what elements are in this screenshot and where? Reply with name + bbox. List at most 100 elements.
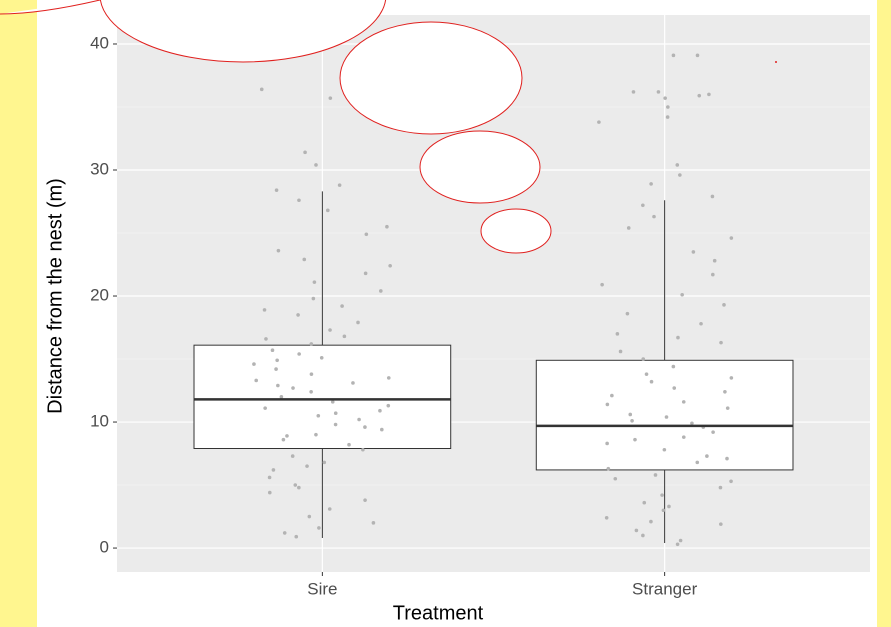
jitter-point xyxy=(605,441,609,446)
jitter-point xyxy=(710,194,715,199)
jitter-point xyxy=(613,476,618,481)
jitter-point xyxy=(649,519,653,524)
y-tick-label: 30 xyxy=(90,159,109,178)
jitter-point xyxy=(729,376,734,380)
jitter-point xyxy=(316,413,321,418)
jitter-point xyxy=(678,173,682,177)
y-axis-title: Distance from the nest (m) xyxy=(44,178,66,414)
jitter-point xyxy=(297,352,301,356)
jitter-point xyxy=(328,328,332,332)
jitter-point xyxy=(252,362,256,366)
jitter-point xyxy=(729,236,734,240)
jitter-point xyxy=(664,415,669,419)
jitter-point xyxy=(314,432,318,437)
jitter-point xyxy=(644,372,649,376)
jitter-point xyxy=(290,454,295,458)
jitter-point xyxy=(285,434,289,438)
jitter-point xyxy=(357,417,361,422)
y-tick-label: 40 xyxy=(90,33,109,52)
jitter-point xyxy=(371,521,376,525)
jitter-point xyxy=(718,485,723,490)
x-axis-title: Treatment xyxy=(393,602,484,624)
bubble xyxy=(419,130,541,204)
jitter-point xyxy=(722,303,726,307)
jitter-point xyxy=(388,263,392,268)
jitter-point xyxy=(297,198,301,203)
jitter-point xyxy=(325,208,330,213)
jitter-point xyxy=(309,389,313,394)
jitter-point xyxy=(317,526,321,530)
jitter-point xyxy=(634,528,639,533)
jitter-point xyxy=(386,376,391,380)
x-tick-label: Sire xyxy=(307,579,337,598)
y-tick-label: 0 xyxy=(100,538,109,557)
jitter-point xyxy=(656,90,661,94)
box xyxy=(193,344,452,450)
jitter-point xyxy=(279,395,284,399)
jitter-point xyxy=(311,296,316,301)
jitter-point xyxy=(712,258,717,263)
jitter-point xyxy=(312,280,317,284)
jitter-point xyxy=(379,289,383,293)
jitter-point xyxy=(690,421,694,426)
jitter-point xyxy=(281,437,286,442)
jitter-point xyxy=(672,386,677,390)
jitter-point xyxy=(351,381,355,385)
jitter-point xyxy=(661,508,666,513)
jitter-point xyxy=(671,53,676,58)
bubble-edge xyxy=(0,0,101,15)
jitter-point xyxy=(604,516,609,520)
jitter-point xyxy=(665,115,670,119)
jitter-point xyxy=(711,272,715,277)
jitter-point xyxy=(699,321,703,326)
jitter-point xyxy=(681,400,686,404)
jitter-point xyxy=(671,364,676,369)
jitter-point xyxy=(322,460,327,465)
jitter-point xyxy=(631,90,636,94)
jitter-point xyxy=(630,418,634,423)
jitter-point xyxy=(652,214,656,219)
bubble xyxy=(99,0,387,63)
jitter-point xyxy=(274,367,278,371)
jitter-point xyxy=(680,292,684,297)
jitter-point xyxy=(663,96,667,100)
jitter-point xyxy=(276,248,281,253)
jitter-point xyxy=(610,393,614,398)
jitter-point xyxy=(330,400,335,404)
jitter-point xyxy=(364,232,369,237)
jitter-point xyxy=(274,188,279,192)
jitter-point xyxy=(275,358,279,363)
jitter-point xyxy=(314,163,318,167)
jitter-point xyxy=(707,92,711,97)
jitter-point xyxy=(263,406,267,410)
side-bar xyxy=(877,0,891,627)
jitter-point xyxy=(681,435,686,439)
jitter-point xyxy=(293,483,298,487)
jitter-point xyxy=(282,531,287,535)
y-tick-label: 10 xyxy=(90,412,109,431)
jitter-point xyxy=(675,163,680,167)
jitter-point xyxy=(294,534,299,539)
jitter-point xyxy=(691,250,696,254)
jitter-point xyxy=(641,357,646,361)
jitter-point xyxy=(271,468,276,472)
jitter-point xyxy=(725,456,729,461)
jitter-point xyxy=(333,411,338,416)
jitter-point xyxy=(262,308,267,312)
x-tick-label: Stranger xyxy=(632,579,698,598)
jitter-point xyxy=(328,96,333,100)
box xyxy=(535,359,794,471)
jitter-point xyxy=(307,514,312,519)
jitter-point xyxy=(361,447,365,452)
jitter-point xyxy=(337,183,342,187)
jitter-point xyxy=(711,430,715,434)
jitter-point xyxy=(297,485,301,490)
jitter-point xyxy=(380,427,384,432)
jitter-point xyxy=(628,412,633,417)
jitter-point xyxy=(641,533,645,538)
jitter-point xyxy=(695,460,700,465)
jitter-point xyxy=(678,538,683,543)
jitter-point xyxy=(660,493,664,497)
jitter-point xyxy=(270,348,275,353)
